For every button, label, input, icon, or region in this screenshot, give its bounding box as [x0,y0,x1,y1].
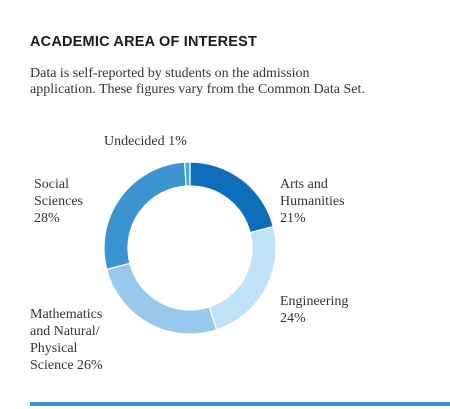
label-line: 21% [280,211,306,226]
slice-social-sciences [103,161,187,271]
label-line: Physical [30,341,78,356]
label-undecided: Undecided 1% [104,134,187,149]
slice-mathematics-and-natural-physical-science [105,262,218,335]
label-line: Arts and [280,177,328,192]
description-line-1: Data is self-reported by students on the… [30,66,310,81]
label-arts-and-humanities: Arts and Humanities 21% [280,177,345,226]
description-line-2: application. These figures vary from the… [30,82,365,97]
label-line: Sciences [34,194,83,209]
label-mathematics-and-natural-physical-science: Mathematics and Natural/Physical Science 2… [30,307,103,373]
label-line: Engineering [280,294,348,309]
label-line: 28% [34,211,60,226]
label-line: 24% [280,311,306,326]
label-line: Mathematics [30,307,102,322]
bottom-divider [30,402,450,406]
slice-arts-and-humanities [189,161,275,234]
donut-slices [103,161,277,335]
label-line: Science 26% [30,358,103,373]
chart-title: ACADEMIC AREA OF INTEREST [30,34,258,50]
slice-undecided [183,161,191,187]
label-line: Humanities [280,194,345,209]
label-line: and Natural/ [30,324,100,339]
chart-description: Data is self-reported by students on the… [30,66,440,98]
label-line: Undecided 1% [104,134,187,149]
label-engineering: Engineering 24% [280,294,348,326]
slice-engineering [208,225,277,331]
label-social-sciences: Social Sciences 28% [34,177,83,226]
label-line: Social [34,177,69,192]
slice-labels: Arts and Humanities 21% Engineering 24% Mathe… [30,134,348,373]
